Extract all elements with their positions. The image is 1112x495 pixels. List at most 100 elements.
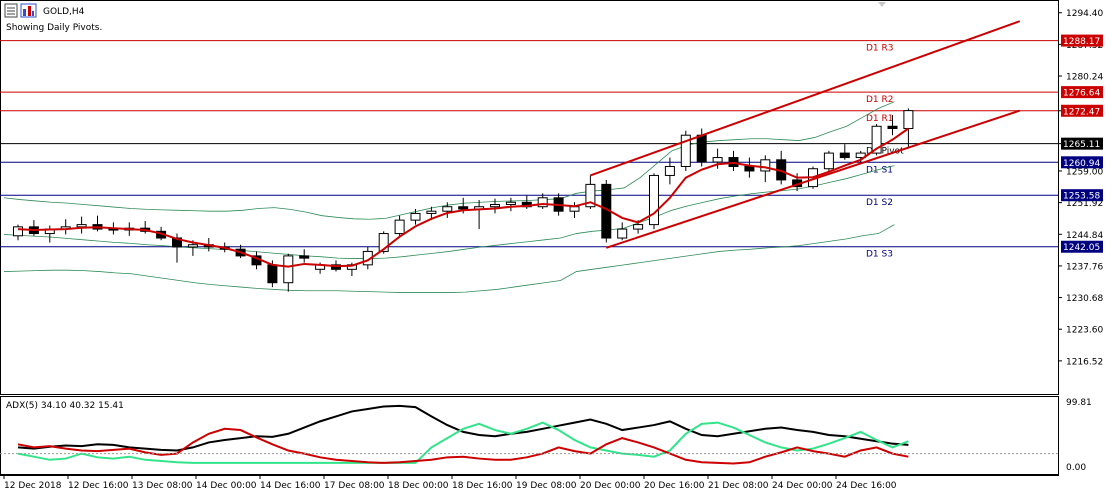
adx-series-line	[17, 404, 909, 452]
pivot-price-tag	[1061, 86, 1103, 99]
candle-body	[76, 224, 87, 228]
pivot-price-tag	[1061, 137, 1103, 150]
pivot-label: D1 S1	[866, 165, 893, 175]
pivot-price-tag	[1061, 156, 1103, 169]
symbol-title: GOLD,H4	[43, 7, 85, 17]
price-tick-label: 1280.24	[1066, 73, 1103, 83]
band-line	[3, 224, 895, 293]
pivot-label: D1 R2	[866, 95, 894, 105]
candle-body	[569, 206, 580, 212]
pivot-label: D1 R1	[866, 114, 894, 124]
pivot-price-tag-text: 1260.94	[1063, 159, 1100, 169]
moving-average	[17, 127, 909, 268]
time-tick-label: 18 Dec 00:00	[388, 481, 449, 491]
candle	[887, 115, 898, 136]
time-tick-label: 18 Dec 16:00	[452, 481, 513, 491]
candle-body	[855, 152, 866, 159]
candle-body	[505, 201, 516, 205]
candle-body	[839, 152, 850, 159]
pivot-price-tag-text: 1265.11	[1063, 140, 1100, 150]
time-tick-label: 20 Dec 16:00	[644, 481, 705, 491]
collapse-arrow-icon[interactable]	[878, 2, 886, 7]
candle	[13, 224, 23, 241]
candle-body	[378, 233, 389, 252]
candle-body	[712, 157, 723, 163]
pivot-price-tag	[1061, 189, 1103, 202]
candle	[442, 202, 453, 218]
pivot-price-tag-text: 1242.05	[1063, 243, 1100, 253]
adx-series-line	[17, 427, 909, 465]
trend-channel	[590, 20, 1021, 249]
candle-body	[680, 134, 691, 168]
time-tick-label: 24 Dec 16:00	[836, 481, 897, 491]
pivot-subtitle: Showing Daily Pivots.	[6, 23, 102, 33]
adx-indicator: 99.81 0.00	[0, 398, 1092, 473]
indicator-icon[interactable]	[20, 3, 37, 18]
candle-body	[426, 210, 437, 214]
candle	[617, 222, 628, 241]
adx-series-line	[17, 421, 909, 464]
candle-body	[299, 255, 310, 259]
pivot-label: D1 S2	[866, 198, 893, 208]
candle	[664, 157, 675, 185]
time-tick-label: 12 Dec 2018	[4, 481, 62, 491]
candle-body	[585, 183, 596, 208]
candle-body	[187, 244, 198, 248]
time-tick-label: 14 Dec 16:00	[260, 481, 321, 491]
candle-body	[617, 228, 628, 239]
candle	[871, 124, 882, 156]
candle-body	[283, 255, 294, 284]
candle	[823, 150, 834, 171]
candle-body	[394, 219, 405, 235]
pivot-tags: 1288.17 1276.64 1272.47 1265.11 1260.94 1253.…	[1061, 34, 1103, 253]
candle-body	[410, 212, 421, 221]
price-tick-label: 1259.00	[1066, 167, 1103, 177]
adx-title: ADX(5) 34.10 40.32 15.41	[6, 401, 124, 411]
pivot-price-tag-text: 1272.47	[1063, 107, 1100, 117]
main-pane-frame	[0, 0, 1059, 395]
candle-body	[696, 134, 707, 163]
candle-body	[633, 224, 644, 230]
price-tick-label: 1294.40	[1066, 9, 1103, 19]
candle-body	[744, 166, 755, 172]
candle-body	[887, 125, 898, 130]
candle	[283, 253, 294, 292]
candle-body	[442, 206, 453, 212]
pivot-label: D1 R3	[866, 44, 894, 54]
candle	[299, 249, 310, 263]
adx-tick-label: 0.00	[1066, 463, 1086, 473]
candle-body	[760, 159, 771, 172]
time-tick-label: 17 Dec 08:00	[324, 481, 385, 491]
price-tick-label: 1244.84	[1066, 231, 1103, 241]
candle	[410, 208, 421, 225]
candle-body	[664, 166, 675, 176]
price-tick-label: 1223.60	[1066, 326, 1103, 336]
pivot-price-tag	[1061, 34, 1103, 47]
chart-type-icon[interactable]	[4, 3, 18, 18]
price-tick-label: 1237.76	[1066, 262, 1103, 272]
time-tick-label: 20 Dec 00:00	[580, 481, 641, 491]
candle-body	[267, 264, 278, 284]
candle	[505, 197, 516, 212]
time-tick-label: 13 Dec 08:00	[132, 481, 193, 491]
price-tick-label: 1216.52	[1066, 357, 1103, 367]
time-tick-label: 14 Dec 00:00	[196, 481, 257, 491]
channel-line	[605, 109, 1021, 249]
candle	[712, 148, 723, 169]
price-tick-label: 1230.68	[1066, 294, 1103, 304]
time-tick-label: 19 Dec 08:00	[516, 481, 577, 491]
channel-line	[590, 20, 1021, 177]
candle-body	[903, 110, 914, 130]
pivot-price-tag	[1061, 104, 1103, 117]
candle-body	[871, 125, 882, 154]
adx-pane-frame	[0, 396, 1059, 475]
band-line	[3, 101, 895, 220]
time-tick-label: 21 Dec 08:00	[708, 481, 769, 491]
candle-body	[13, 226, 23, 237]
candle	[760, 155, 771, 183]
candle	[649, 173, 659, 230]
candle	[490, 198, 500, 214]
